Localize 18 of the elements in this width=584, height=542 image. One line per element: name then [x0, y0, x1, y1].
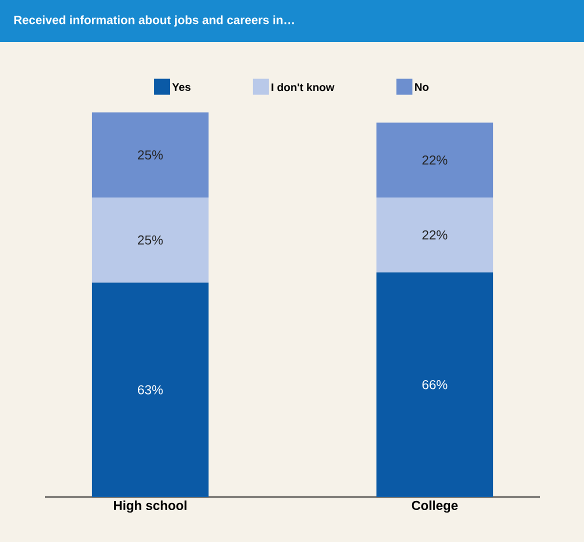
data-label: 25%: [138, 235, 163, 245]
bar: [92, 112, 209, 198]
bar: [376, 122, 494, 198]
legend-label: I don't know: [272, 83, 334, 92]
x-tick-label: High school: [114, 500, 186, 513]
legend-label: Yes: [172, 83, 190, 91]
bar: [92, 282, 209, 497]
bar: [376, 272, 494, 497]
x-tick-label: College: [412, 500, 458, 513]
data-label: 25%: [138, 150, 163, 160]
bar: [92, 197, 209, 283]
chart-title: Received information about jobs and careers in…: [14, 15, 294, 27]
bar: [376, 197, 494, 272]
data-label: 22%: [422, 155, 448, 165]
data-label: 66%: [422, 380, 448, 390]
data-label: 22%: [422, 230, 448, 240]
data-label: 63%: [138, 385, 163, 394]
legend-label: No: [415, 83, 429, 91]
